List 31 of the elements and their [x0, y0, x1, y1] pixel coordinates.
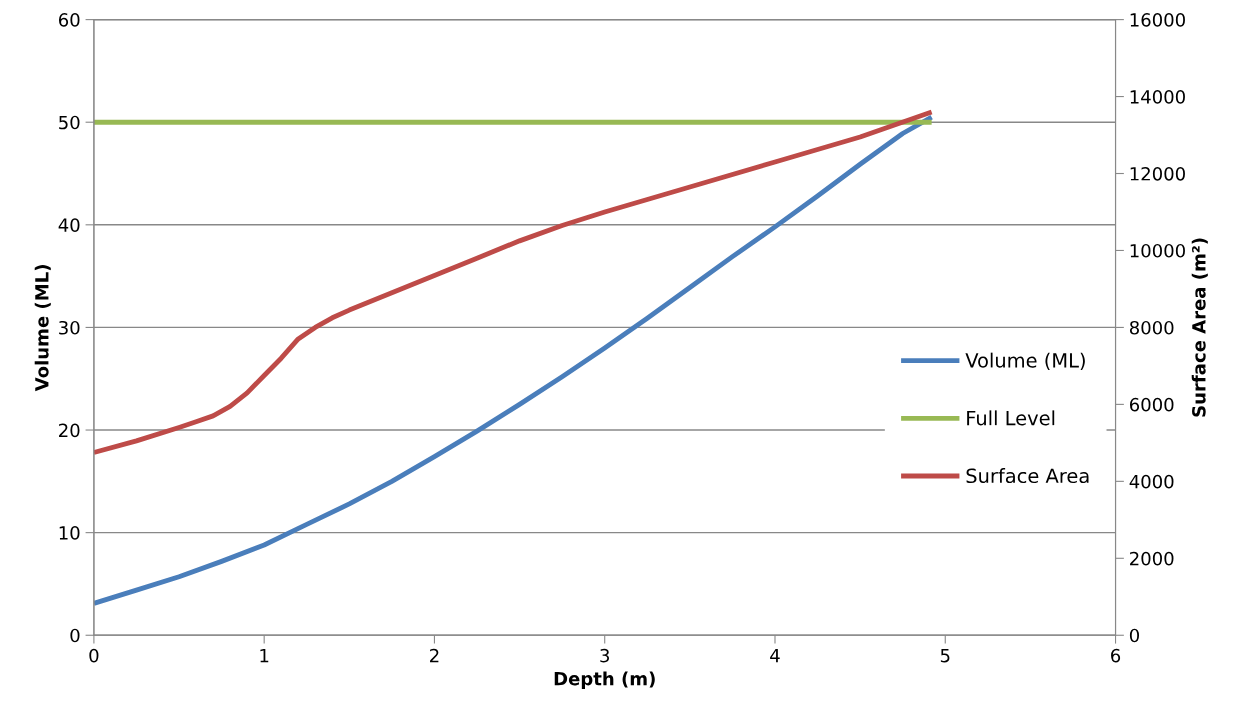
y-tick-label: 20 — [59, 423, 80, 438]
y-tick-label: 50 — [59, 115, 80, 130]
x-tick-label: 5 — [940, 649, 950, 663]
y2-tick-label: 2000 — [1130, 551, 1174, 566]
legend-label: Surface Area — [966, 468, 1089, 484]
y2-tick-label: 8000 — [1129, 320, 1174, 335]
y2-tick-label: 0 — [1129, 628, 1140, 643]
y2-tick-label: 6000 — [1129, 397, 1174, 412]
y-tick-label: 10 — [59, 526, 80, 540]
y2-tick-label: 14000 — [1130, 90, 1185, 104]
legend-label: Volume (ML) — [965, 352, 1085, 370]
y2-tick-label: 12000 — [1130, 166, 1185, 181]
line-series — [93, 109, 935, 455]
legend-label: Full Level — [967, 410, 1055, 426]
y2-axis-title: Surface Area (m²) — [1191, 238, 1208, 417]
x-tick-label: 0 — [89, 648, 99, 663]
line-series — [93, 114, 935, 606]
x-tick-label: 4 — [770, 649, 780, 663]
x-tick-label: 1 — [260, 649, 269, 663]
y-axis-title: Volume (ML) — [34, 265, 51, 392]
y2-tick-label: 10000 — [1130, 243, 1185, 258]
y2-tick-label: 16000 — [1130, 13, 1185, 27]
y-tick-label: 0 — [70, 628, 80, 643]
x-tick-label: 6 — [1111, 648, 1121, 663]
x-tick-label: 3 — [600, 648, 610, 663]
y2-tick-label: 4000 — [1129, 474, 1174, 489]
y-tick-label: 60 — [58, 13, 80, 27]
y-tick-label: 40 — [58, 218, 80, 232]
x-axis-title: Depth (m) — [554, 671, 655, 689]
y-tick-label: 30 — [59, 320, 80, 335]
x-tick-label: 2 — [430, 648, 439, 663]
